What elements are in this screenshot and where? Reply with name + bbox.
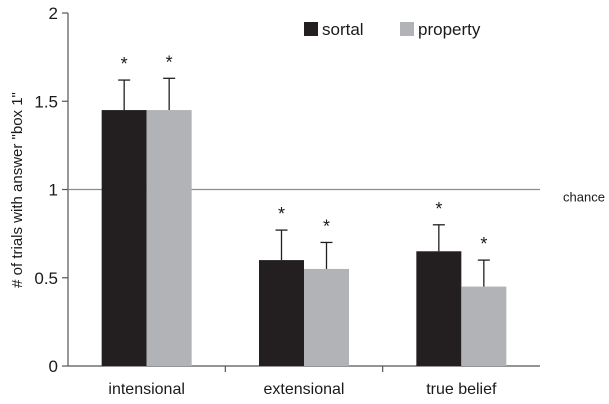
legend-swatch [304, 22, 318, 36]
y-tick-label: 1.5 [34, 92, 58, 111]
legend-swatch [400, 22, 414, 36]
significance-marker: * [278, 204, 285, 224]
bar [259, 260, 304, 366]
significance-marker: * [166, 52, 173, 72]
y-tick-label: 1 [49, 181, 58, 200]
bars [101, 77, 507, 366]
bar [304, 268, 349, 366]
bar [461, 286, 507, 366]
significance-marker: * [323, 216, 330, 236]
bar [416, 251, 462, 366]
y-tick-label: 0 [49, 357, 58, 376]
x-tick-label: intensional [108, 381, 185, 398]
legend-label: sortal [322, 20, 364, 39]
y-tick-label: 0.5 [34, 269, 58, 288]
significance-marker: * [121, 54, 128, 74]
x-tick-label: true belief [426, 381, 497, 398]
bar [146, 110, 192, 366]
legend-label: property [418, 20, 481, 39]
chance-label: chance [563, 190, 605, 205]
y-axis-label: # of trials with answer "box 1" [9, 92, 26, 288]
x-tick-label: extensional [264, 381, 345, 398]
legend: sortal property [304, 20, 481, 39]
significance-marker: * [435, 199, 442, 219]
significance-marker: * [480, 234, 487, 254]
labels: 0 0.5 1 1.5 2 intensional * * extensional * * true … [34, 4, 605, 398]
bar [101, 110, 147, 366]
y-tick-label: 2 [49, 4, 58, 23]
